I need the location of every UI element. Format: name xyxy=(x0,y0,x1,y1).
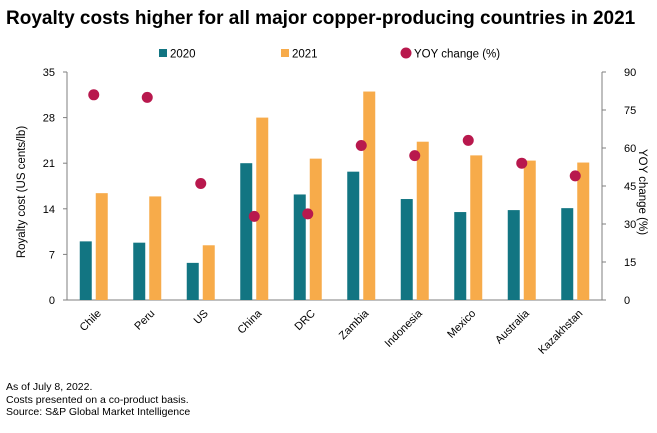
x-tick-label: China xyxy=(236,307,265,336)
bar-2020 xyxy=(454,212,467,300)
bar-2020 xyxy=(240,163,253,300)
note-source: Source: S&P Global Market Intelligence xyxy=(6,406,191,418)
y-tick-label-right: 15 xyxy=(624,257,636,269)
footnotes: As of July 8, 2022. Costs presented on a… xyxy=(6,381,190,419)
x-tick-label: DRC xyxy=(293,308,318,333)
yoy-point xyxy=(88,89,100,101)
bar-2021 xyxy=(363,91,376,301)
y-tick-label-right: 60 xyxy=(624,143,636,155)
legend-swatch xyxy=(400,47,412,59)
x-tick-label: Peru xyxy=(132,308,157,333)
yoy-points xyxy=(88,89,581,222)
yoy-point xyxy=(355,139,367,151)
bar-2020 xyxy=(186,262,199,300)
y-axis-title-left: Royalty cost (US cents/lb) xyxy=(16,126,28,258)
legend-swatch xyxy=(159,49,167,57)
note-date: As of July 8, 2022. xyxy=(6,381,93,393)
y-tick-label-left: 14 xyxy=(43,204,55,216)
x-tick-label: Australia xyxy=(493,307,532,346)
legend-label: 2021 xyxy=(292,49,318,61)
legend-label: 2020 xyxy=(170,49,196,61)
yoy-point xyxy=(141,91,153,103)
bar-2021 xyxy=(309,158,322,300)
y-tick-label-left: 21 xyxy=(43,158,55,170)
yoy-point xyxy=(248,210,260,222)
bar-2021 xyxy=(577,162,590,300)
y-axis-title-right: YOY change (%) xyxy=(636,149,648,235)
yoy-point xyxy=(569,170,581,182)
axes: 0 7 14 21 28 35 0 15 30 45 60 75 90 xyxy=(43,67,637,307)
y-tick-label-right: 75 xyxy=(624,105,636,117)
legend-swatch xyxy=(281,49,289,57)
bar-2020 xyxy=(347,171,360,300)
x-tick-label: Kazakhstan xyxy=(536,308,585,357)
y-tick-label-right: 30 xyxy=(624,219,636,231)
yoy-point xyxy=(302,208,314,220)
bar-2020 xyxy=(507,210,520,300)
y-tick-label-right: 90 xyxy=(624,67,636,79)
bar-2021 xyxy=(256,117,269,300)
y-tick-label-right: 0 xyxy=(624,295,630,307)
y-tick-label-left: 35 xyxy=(43,67,55,79)
bar-2020 xyxy=(400,199,413,300)
bar-2020 xyxy=(561,208,574,300)
x-tick-label: Indonesia xyxy=(383,307,426,350)
bar-2021 xyxy=(95,193,108,300)
bar-2020 xyxy=(133,242,146,300)
x-tick-label: Zambia xyxy=(337,307,372,342)
axis-labels: Royalty cost (US cents/lb) YOY change (%)… xyxy=(16,126,648,357)
bar-2021 xyxy=(416,141,429,300)
x-tick-label: Mexico xyxy=(445,308,478,341)
y-tick-label-left: 28 xyxy=(43,113,55,125)
chart-title: Royalty costs higher for all major coppe… xyxy=(6,8,636,29)
bar-2021 xyxy=(149,196,162,300)
bar-2020 xyxy=(79,241,92,300)
bar-2021 xyxy=(523,160,536,300)
yoy-point xyxy=(516,157,528,169)
bar-2021 xyxy=(202,245,215,300)
bar-2021 xyxy=(470,155,483,300)
yoy-point xyxy=(462,134,474,146)
y-tick-label-right: 45 xyxy=(624,181,636,193)
x-tick-label: Chile xyxy=(78,308,104,334)
bar-2020 xyxy=(293,194,306,300)
y-tick-label-left: 0 xyxy=(49,295,55,307)
note-basis: Costs presented on a co-product basis. xyxy=(6,393,189,406)
legend-label: YOY change (%) xyxy=(414,49,500,61)
yoy-point xyxy=(195,177,207,189)
y-tick-label-left: 7 xyxy=(49,249,55,261)
bars xyxy=(79,91,590,301)
x-tick-label: US xyxy=(192,308,211,327)
yoy-point xyxy=(409,150,421,162)
legend: 2020 2021 YOY change (%) xyxy=(159,47,500,61)
